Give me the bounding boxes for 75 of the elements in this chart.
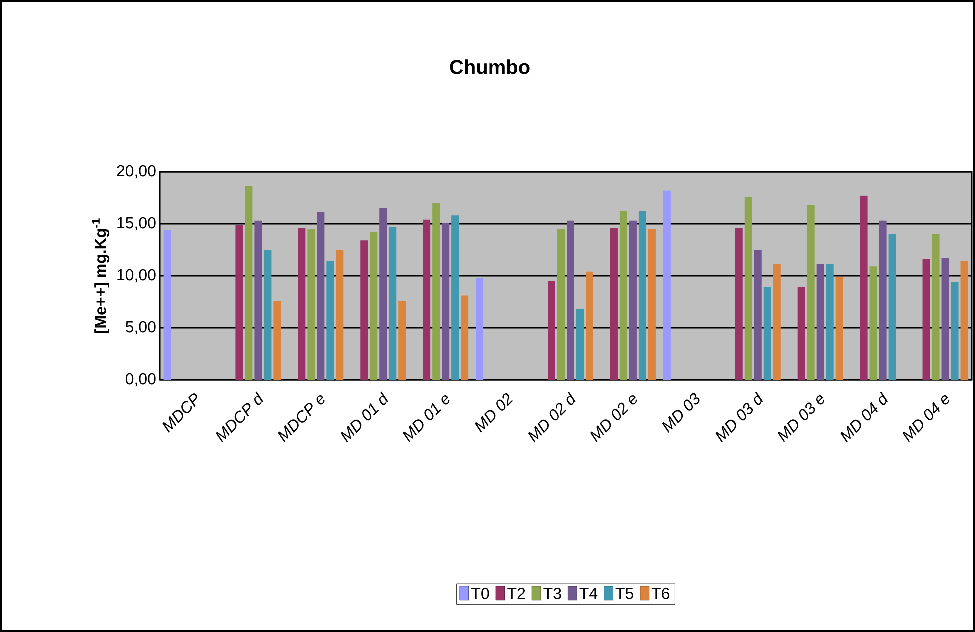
- bar: [308, 229, 316, 380]
- legend-label: T4: [580, 588, 598, 600]
- bar: [558, 229, 565, 380]
- bar: [586, 272, 594, 380]
- bar: [836, 277, 844, 380]
- x-tick-label: MD 01 d: [340, 392, 388, 443]
- bar: [236, 225, 244, 380]
- bar: [380, 208, 388, 380]
- x-tick-label: MD 03 e: [778, 396, 824, 442]
- bar: [764, 287, 772, 380]
- x-tick-label: MD 03: [662, 393, 700, 433]
- bar: [567, 220, 574, 380]
- y-axis-title: [Me++] mg.Kg$^{-1}$: [92, 218, 110, 334]
- bar: [735, 228, 743, 380]
- chart-title: Chumbo: [450, 60, 530, 74]
- bar: [807, 205, 815, 380]
- bar: [461, 296, 469, 380]
- bar: [888, 234, 896, 380]
- bar: [423, 220, 431, 380]
- bar: [254, 220, 262, 380]
- legend-label: T2: [508, 588, 526, 600]
- x-tick-label: MD 01 e: [403, 396, 450, 442]
- x-tick-label: MD 02 e: [590, 396, 638, 442]
- bar: [798, 287, 806, 380]
- x-tick-label: MD 04 d: [840, 392, 888, 443]
- bar: [164, 230, 172, 380]
- bar: [870, 266, 878, 380]
- y-tick-label: 20,00: [117, 165, 156, 179]
- bar: [744, 196, 752, 380]
- bar: [638, 212, 646, 380]
- legend-label: T5: [616, 588, 634, 600]
- bar: [452, 216, 460, 380]
- bar: [960, 261, 968, 380]
- bar: [648, 229, 656, 380]
- legend-label: T3: [544, 588, 562, 600]
- bar: [442, 222, 450, 380]
- bar: [398, 300, 406, 380]
- bar: [476, 278, 484, 380]
- bar: [264, 250, 272, 380]
- bar: [326, 261, 334, 380]
- bar: [951, 282, 959, 380]
- bar: [663, 190, 671, 380]
- bar: [826, 264, 834, 380]
- bar: [274, 300, 282, 380]
- bar: [389, 227, 397, 380]
- y-tick-label: 15,00: [118, 217, 156, 231]
- x-tick-label: MD 04 e: [902, 396, 950, 442]
- bar: [298, 228, 306, 380]
- legend-label: T0: [472, 588, 490, 600]
- bar: [816, 264, 824, 380]
- bar: [245, 186, 253, 380]
- bar: [754, 250, 762, 380]
- bar: [932, 234, 940, 380]
- legend-label: T6: [652, 588, 670, 600]
- x-tick-label: MD 02: [475, 393, 514, 433]
- bar: [860, 196, 868, 380]
- y-tick-label: 10,00: [118, 269, 156, 283]
- bar: [360, 240, 368, 380]
- bar: [576, 309, 584, 380]
- bar: [922, 259, 930, 380]
- bar: [629, 220, 637, 380]
- y-tick-label: 0,00: [126, 373, 156, 387]
- bar: [773, 264, 781, 380]
- bar: [432, 203, 440, 380]
- y-tick-label: 5,00: [126, 321, 156, 335]
- bar: [317, 212, 325, 380]
- bar: [610, 228, 618, 380]
- bar: [942, 258, 950, 380]
- x-tick-label: MD 02 d: [528, 392, 576, 443]
- bar: [548, 281, 556, 380]
- bar: [620, 212, 628, 380]
- bar: [370, 232, 378, 380]
- x-tick-label: MD 03 d: [716, 392, 764, 443]
- bar: [879, 220, 887, 380]
- bar: [336, 250, 344, 380]
